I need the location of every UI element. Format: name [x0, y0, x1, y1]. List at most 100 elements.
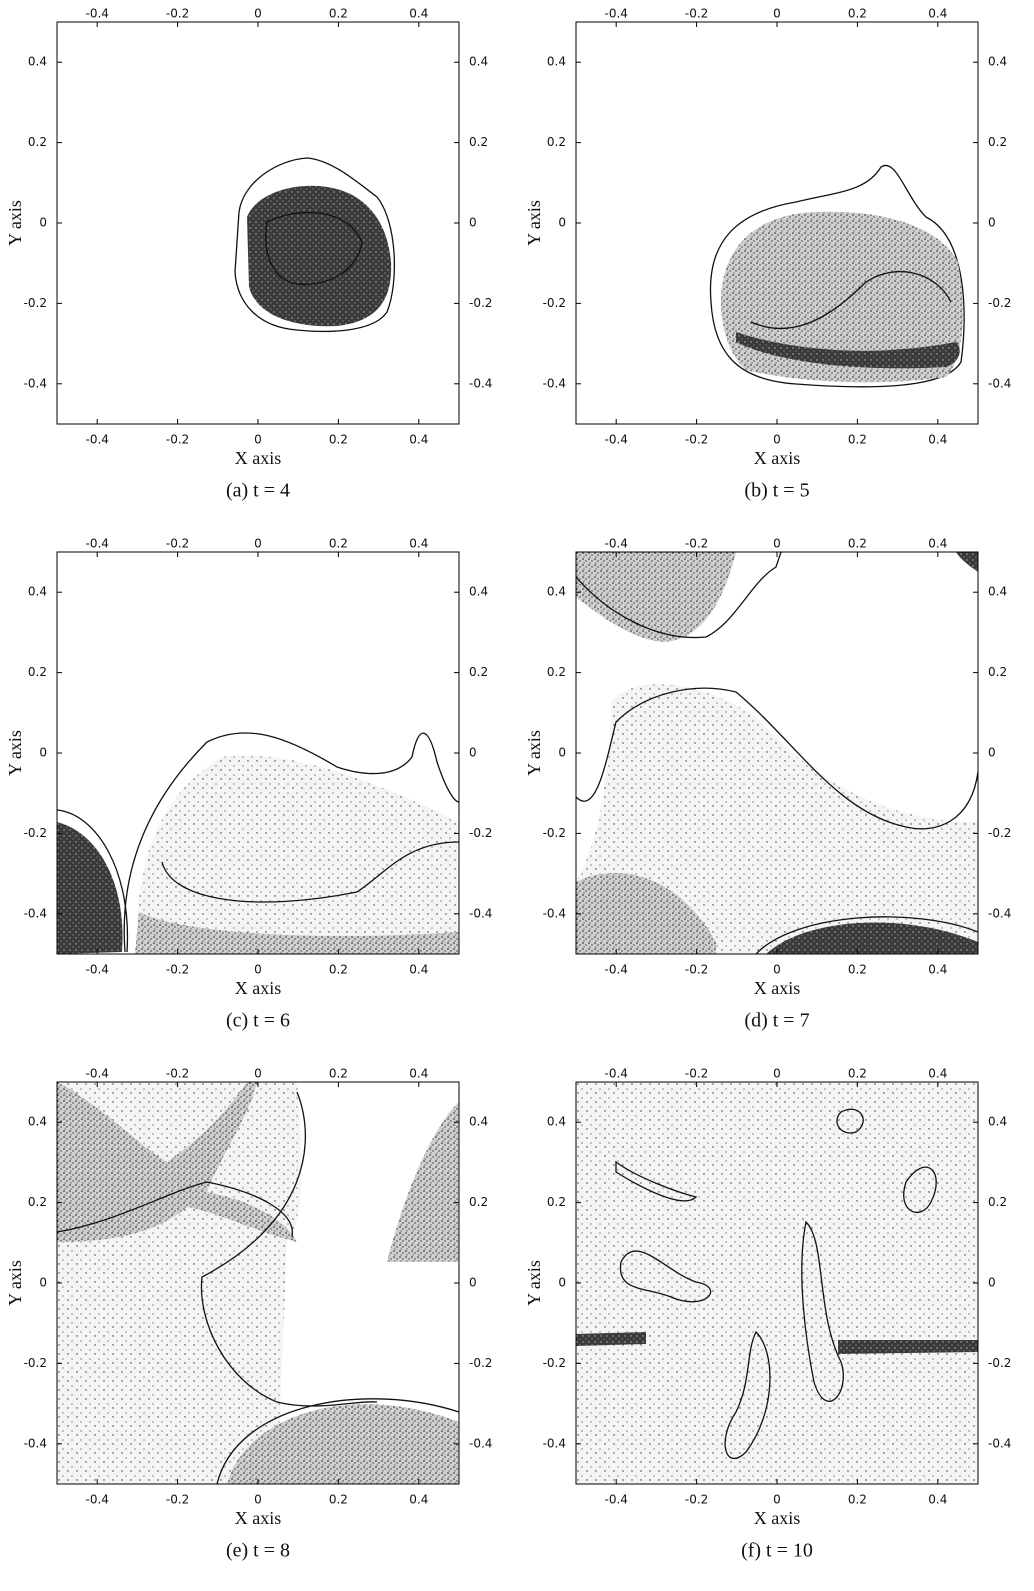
x-tick-label: 0: [773, 433, 781, 447]
y-tick-label: 0.4: [988, 1115, 1007, 1129]
y-axis-label: Y axis: [5, 200, 25, 246]
x-tick-label: 0.2: [329, 1493, 348, 1507]
x-tick-label: 0.4: [409, 1493, 428, 1507]
x-axis-label: X axis: [754, 978, 801, 998]
y-tick-label: -0.2: [469, 296, 492, 310]
x-tick-label: 0.4: [928, 537, 947, 551]
x-tick-label: 0.4: [409, 537, 428, 551]
x-tick-label: -0.2: [166, 433, 189, 447]
x-axis-label: X axis: [235, 448, 282, 468]
x-tick-label: -0.4: [85, 963, 108, 977]
panel-caption: (c) t = 6: [226, 1010, 290, 1032]
y-tick-label: 0.4: [547, 55, 566, 69]
y-tick-label: 0: [558, 1276, 566, 1290]
panel-caption: (f) t = 10: [741, 1540, 813, 1562]
y-tick-label: 0: [469, 1276, 477, 1290]
x-tick-label: -0.4: [604, 7, 627, 21]
y-tick-label: 0.4: [28, 585, 47, 599]
x-tick-label: 0.4: [409, 433, 428, 447]
y-tick-label: 0.2: [469, 665, 488, 679]
x-tick-label: -0.4: [604, 1067, 627, 1081]
y-tick-label: 0.4: [28, 1115, 47, 1129]
particle-field: [56, 1082, 460, 1485]
x-tick-label: -0.4: [85, 1493, 108, 1507]
y-tick-label: -0.4: [988, 1436, 1011, 1450]
y-tick-label: 0.2: [988, 1195, 1007, 1209]
y-tick-label: 0.2: [28, 135, 47, 149]
y-tick-label: 0.4: [547, 1115, 566, 1129]
y-tick-label: -0.4: [24, 376, 47, 390]
y-tick-label: -0.2: [988, 296, 1011, 310]
y-tick-label: 0: [988, 746, 996, 760]
x-tick-label: 0.4: [409, 7, 428, 21]
y-tick-label: 0.2: [469, 1195, 488, 1209]
y-tick-label: 0: [469, 746, 477, 760]
particle-field: [234, 157, 396, 333]
panel-caption: (d) t = 7: [744, 1010, 809, 1032]
x-tick-label: 0: [254, 7, 262, 21]
x-tick-label: 0.2: [329, 963, 348, 977]
x-tick-label: 0.2: [848, 963, 867, 977]
y-tick-label: -0.4: [543, 376, 566, 390]
x-axis-label: X axis: [754, 448, 801, 468]
x-tick-label: -0.4: [85, 433, 108, 447]
y-tick-label: -0.2: [543, 1356, 566, 1370]
x-tick-label: 0.2: [848, 433, 867, 447]
y-tick-label: 0.2: [547, 135, 566, 149]
x-tick-label: 0: [773, 1067, 781, 1081]
x-tick-label: -0.2: [166, 963, 189, 977]
y-tick-label: -0.2: [988, 1356, 1011, 1370]
y-tick-label: -0.4: [543, 1436, 566, 1450]
x-tick-label: -0.2: [685, 537, 708, 551]
x-tick-label: 0: [254, 433, 262, 447]
x-axis-label: X axis: [754, 1508, 801, 1528]
x-tick-label: -0.2: [685, 1493, 708, 1507]
x-tick-label: 0.2: [848, 7, 867, 21]
y-tick-label: 0.2: [28, 1195, 47, 1209]
x-tick-label: 0: [254, 537, 262, 551]
x-tick-label: 0.4: [928, 433, 947, 447]
x-tick-label: 0.4: [409, 1067, 428, 1081]
x-tick-label: 0.2: [329, 7, 348, 21]
x-tick-label: -0.2: [685, 963, 708, 977]
x-axis-label: X axis: [235, 1508, 282, 1528]
y-tick-label: 0.4: [469, 1115, 488, 1129]
y-tick-label: 0.2: [469, 135, 488, 149]
y-tick-label: 0: [988, 216, 996, 230]
x-tick-label: 0: [254, 1067, 262, 1081]
y-tick-label: 0.2: [547, 665, 566, 679]
y-tick-label: 0.2: [988, 135, 1007, 149]
y-tick-label: 0.4: [469, 585, 488, 599]
x-tick-label: -0.4: [604, 1493, 627, 1507]
y-axis-label: Y axis: [524, 730, 544, 776]
x-tick-label: 0.2: [848, 537, 867, 551]
x-tick-label: 0.4: [928, 963, 947, 977]
y-tick-label: 0.4: [547, 585, 566, 599]
y-axis-label: Y axis: [524, 200, 544, 246]
panel-caption: (a) t = 4: [226, 480, 290, 502]
particle-field: [576, 1082, 978, 1484]
y-tick-label: 0.4: [988, 585, 1007, 599]
x-tick-label: 0.4: [928, 1067, 947, 1081]
y-tick-label: -0.4: [469, 376, 492, 390]
y-tick-label: 0.4: [988, 55, 1007, 69]
x-tick-label: 0.2: [329, 1067, 348, 1081]
panel-caption: (b) t = 5: [744, 480, 809, 502]
y-axis-label: Y axis: [524, 1260, 544, 1306]
y-axis-label: Y axis: [5, 1260, 25, 1306]
y-tick-label: 0: [39, 1276, 47, 1290]
y-tick-label: 0.4: [469, 55, 488, 69]
y-tick-label: 0: [469, 216, 477, 230]
y-tick-label: 0: [558, 216, 566, 230]
y-tick-label: 0.4: [28, 55, 47, 69]
x-tick-label: -0.2: [166, 7, 189, 21]
x-axis-label: X axis: [235, 978, 282, 998]
y-tick-label: -0.4: [988, 906, 1011, 920]
y-tick-label: -0.4: [988, 376, 1011, 390]
y-tick-label: 0: [988, 1276, 996, 1290]
y-tick-label: -0.2: [543, 826, 566, 840]
x-tick-label: -0.2: [685, 1067, 708, 1081]
x-tick-label: -0.2: [685, 433, 708, 447]
x-tick-label: -0.4: [604, 963, 627, 977]
